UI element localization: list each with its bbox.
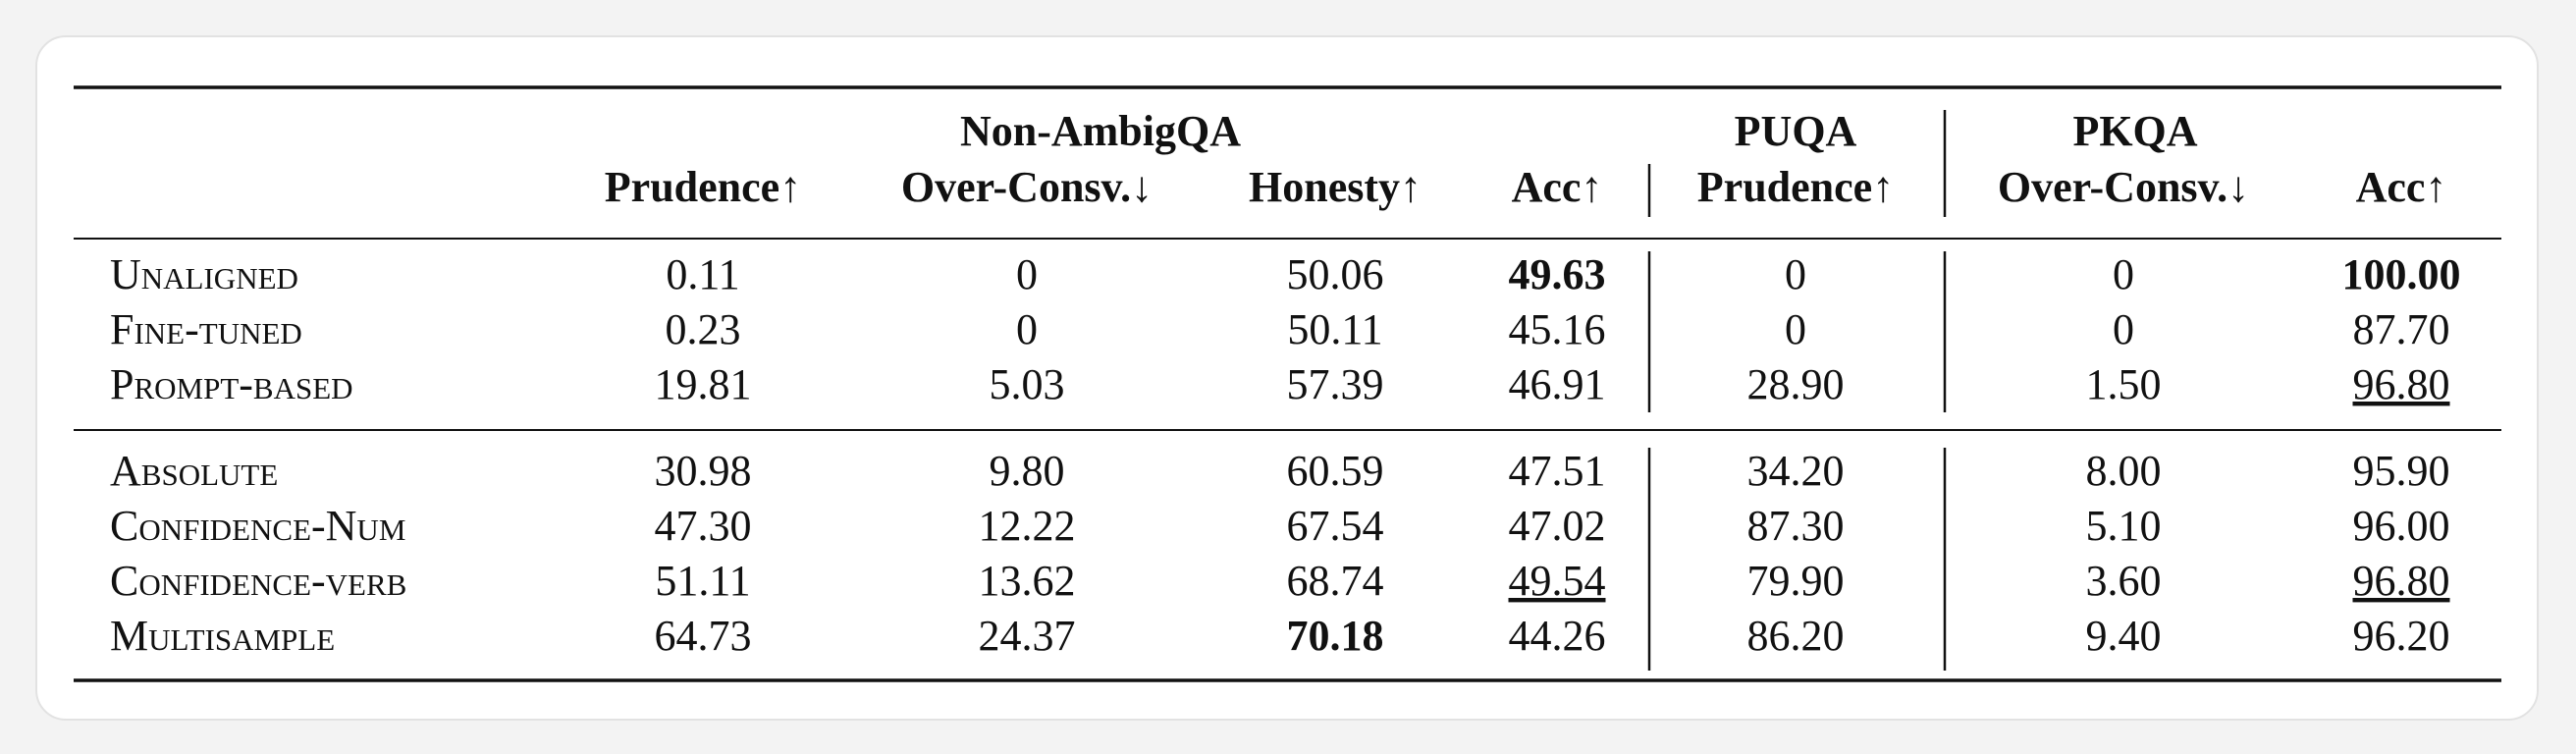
group-header: Non-AmbigQA bbox=[960, 107, 1241, 155]
cell: 9.40 bbox=[2086, 612, 2162, 660]
column-header: Honesty↑ bbox=[1249, 163, 1422, 211]
cell: 96.80 bbox=[2353, 557, 2450, 605]
column-header: Acc↑ bbox=[2356, 163, 2447, 211]
cell: 100.00 bbox=[2342, 250, 2461, 298]
card bbox=[35, 35, 2539, 721]
cell: 0 bbox=[1016, 305, 1038, 353]
cell: 70.18 bbox=[1287, 612, 1384, 660]
table: Non-AmbigQA PUQA PKQA Prudence↑ Over-Consv.↓… bbox=[74, 85, 2501, 682]
cell: 47.51 bbox=[1509, 447, 1606, 495]
cell: 47.30 bbox=[655, 502, 752, 550]
cell: 24.37 bbox=[979, 612, 1076, 660]
cell: 57.39 bbox=[1287, 360, 1384, 408]
cell: 1.50 bbox=[2086, 360, 2162, 408]
cell: 51.11 bbox=[655, 557, 750, 605]
cell: 0 bbox=[2113, 305, 2134, 353]
cell: 28.90 bbox=[1747, 360, 1845, 408]
cell: 12.22 bbox=[979, 502, 1076, 550]
group-header: PKQA bbox=[2072, 107, 2197, 155]
cell: 5.03 bbox=[990, 360, 1065, 408]
cell: 9.80 bbox=[990, 447, 1065, 495]
cell: 0.23 bbox=[666, 305, 741, 353]
column-header: Prudence↑ bbox=[605, 163, 801, 211]
method-name: Confidence-Num bbox=[110, 502, 405, 550]
cell: 34.20 bbox=[1747, 447, 1845, 495]
cell: 50.11 bbox=[1287, 305, 1382, 353]
cell: 3.60 bbox=[2086, 557, 2162, 605]
cell: 96.20 bbox=[2353, 612, 2450, 660]
group-header: PUQA bbox=[1735, 107, 1857, 155]
cell: 87.30 bbox=[1747, 502, 1845, 550]
cell: 0.11 bbox=[666, 250, 739, 298]
cell: 50.06 bbox=[1287, 250, 1384, 298]
column-header: Over-Consv.↓ bbox=[1998, 163, 2249, 211]
method-name: Unaligned bbox=[110, 250, 298, 298]
cell: 30.98 bbox=[655, 447, 752, 495]
method-name: Absolute bbox=[110, 447, 278, 495]
cell: 49.54 bbox=[1509, 557, 1606, 605]
cell: 0 bbox=[1785, 250, 1806, 298]
cell: 68.74 bbox=[1287, 557, 1384, 605]
cell: 5.10 bbox=[2086, 502, 2162, 550]
cell: 47.02 bbox=[1509, 502, 1606, 550]
column-header: Prudence↑ bbox=[1697, 163, 1894, 211]
cell: 45.16 bbox=[1509, 305, 1606, 353]
column-separators bbox=[1647, 110, 1947, 671]
cell: 0 bbox=[1016, 250, 1038, 298]
cell: 96.80 bbox=[2353, 360, 2450, 408]
cell: 44.26 bbox=[1509, 612, 1606, 660]
cell: 60.59 bbox=[1287, 447, 1384, 495]
cell: 87.70 bbox=[2353, 305, 2450, 353]
cell: 0 bbox=[2113, 250, 2134, 298]
cell: 19.81 bbox=[655, 360, 752, 408]
method-name: Prompt-based bbox=[110, 360, 353, 408]
column-header: Over-Consv.↓ bbox=[901, 163, 1153, 211]
cell: 13.62 bbox=[979, 557, 1076, 605]
cell: 64.73 bbox=[655, 612, 752, 660]
cell: 8.00 bbox=[2086, 447, 2162, 495]
method-name: Confidence-verb bbox=[110, 557, 406, 605]
cell: 96.00 bbox=[2353, 502, 2450, 550]
cell: 67.54 bbox=[1287, 502, 1384, 550]
cell: 95.90 bbox=[2353, 447, 2450, 495]
cell: 79.90 bbox=[1747, 557, 1845, 605]
cell: 49.63 bbox=[1509, 250, 1606, 298]
cell: 86.20 bbox=[1747, 612, 1845, 660]
cell: 0 bbox=[1785, 305, 1806, 353]
column-header: Acc↑ bbox=[1512, 163, 1603, 211]
method-name: Fine-tuned bbox=[110, 305, 302, 353]
cell: 46.91 bbox=[1509, 360, 1606, 408]
method-name: Multisample bbox=[110, 612, 335, 660]
